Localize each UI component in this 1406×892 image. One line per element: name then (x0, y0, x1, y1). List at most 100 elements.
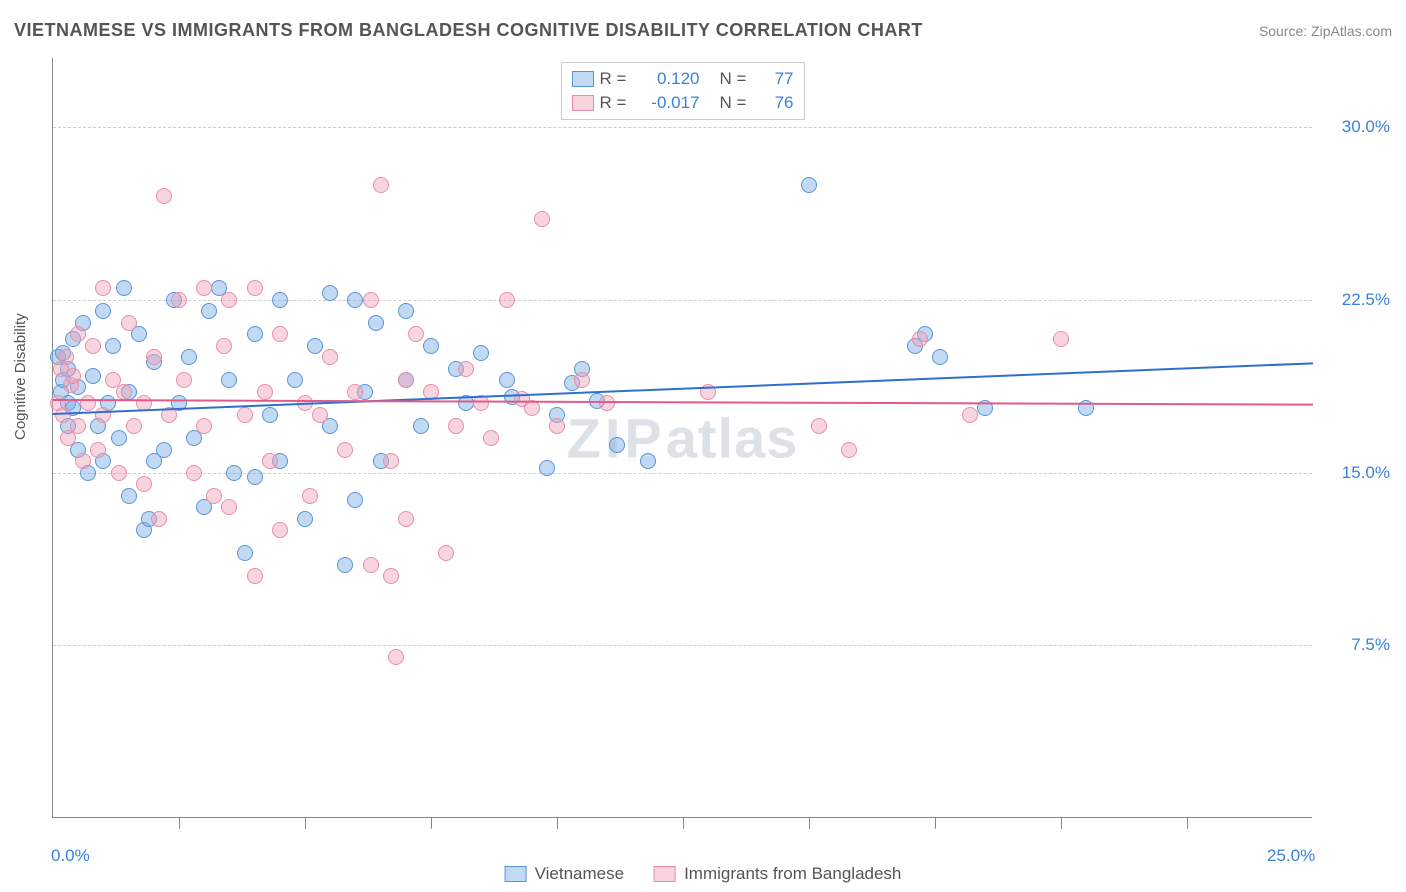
y-tick-label: 15.0% (1342, 463, 1390, 483)
y-tick-label: 30.0% (1342, 117, 1390, 137)
data-point (499, 292, 515, 308)
data-point (176, 372, 192, 388)
data-point (398, 303, 414, 319)
legend-row: R =0.120N =77 (572, 67, 794, 91)
x-tick (683, 817, 684, 829)
data-point (841, 442, 857, 458)
data-point (247, 326, 263, 342)
data-point (111, 430, 127, 446)
data-point (221, 372, 237, 388)
data-point (121, 315, 137, 331)
data-point (196, 418, 212, 434)
x-tick (431, 817, 432, 829)
data-point (116, 384, 132, 400)
data-point (221, 292, 237, 308)
data-point (95, 280, 111, 296)
legend-swatch (505, 866, 527, 882)
x-tick (1187, 817, 1188, 829)
data-point (413, 418, 429, 434)
data-point (368, 315, 384, 331)
data-point (55, 407, 71, 423)
source-prefix: Source: (1259, 23, 1311, 39)
series-legend: Vietnamese Immigrants from Bangladesh (505, 864, 902, 884)
data-point (95, 303, 111, 319)
data-point (363, 557, 379, 573)
data-point (85, 338, 101, 354)
data-point (448, 418, 464, 434)
data-point (499, 372, 515, 388)
data-point (262, 407, 278, 423)
data-point (65, 368, 81, 384)
correlation-legend: R =0.120N =77R =-0.017N =76 (561, 62, 805, 120)
data-point (206, 488, 222, 504)
data-point (383, 453, 399, 469)
x-tick (1061, 817, 1062, 829)
data-point (363, 292, 379, 308)
data-point (105, 338, 121, 354)
watermark: ZIPatlas (567, 405, 799, 470)
y-tick-label: 7.5% (1351, 635, 1390, 655)
gridline (53, 645, 1312, 646)
y-axis-label: Cognitive Disability (12, 313, 29, 440)
data-point (136, 476, 152, 492)
x-tick (557, 817, 558, 829)
scatter-chart: ZIPatlas R =0.120N =77R =-0.017N =76 7.5… (52, 58, 1312, 818)
data-point (116, 280, 132, 296)
data-point (373, 177, 389, 193)
x-tick-label: 25.0% (1267, 846, 1315, 866)
data-point (80, 395, 96, 411)
data-point (85, 368, 101, 384)
data-point (801, 177, 817, 193)
data-point (307, 338, 323, 354)
data-point (539, 460, 555, 476)
chart-source: Source: ZipAtlas.com (1259, 23, 1392, 39)
data-point (408, 326, 424, 342)
data-point (70, 326, 86, 342)
legend-n-value: 77 (760, 69, 794, 89)
legend-series-name: Vietnamese (535, 864, 624, 884)
data-point (549, 418, 565, 434)
legend-n-value: 76 (760, 93, 794, 113)
data-point (247, 568, 263, 584)
y-tick-label: 22.5% (1342, 290, 1390, 310)
data-point (811, 418, 827, 434)
legend-item: Immigrants from Bangladesh (654, 864, 901, 884)
data-point (423, 338, 439, 354)
data-point (171, 292, 187, 308)
data-point (247, 280, 263, 296)
data-point (257, 384, 273, 400)
data-point (75, 453, 91, 469)
legend-swatch (572, 71, 594, 87)
data-point (196, 280, 212, 296)
data-point (151, 511, 167, 527)
x-tick (935, 817, 936, 829)
data-point (90, 442, 106, 458)
legend-n-label: N = (720, 93, 754, 113)
data-point (383, 568, 399, 584)
x-tick (305, 817, 306, 829)
data-point (483, 430, 499, 446)
x-tick (809, 817, 810, 829)
data-point (337, 557, 353, 573)
data-point (347, 292, 363, 308)
data-point (201, 303, 217, 319)
legend-r-value: -0.017 (640, 93, 700, 113)
chart-header: VIETNAMESE VS IMMIGRANTS FROM BANGLADESH… (14, 20, 1392, 41)
data-point (287, 372, 303, 388)
data-point (322, 285, 338, 301)
x-tick-label: 0.0% (51, 846, 90, 866)
data-point (398, 372, 414, 388)
data-point (237, 545, 253, 561)
data-point (221, 499, 237, 515)
data-point (247, 469, 263, 485)
legend-swatch (572, 95, 594, 111)
legend-r-value: 0.120 (640, 69, 700, 89)
data-point (932, 349, 948, 365)
data-point (146, 349, 162, 365)
data-point (237, 407, 253, 423)
data-point (312, 407, 328, 423)
data-point (216, 338, 232, 354)
data-point (58, 349, 74, 365)
data-point (388, 649, 404, 665)
data-point (186, 465, 202, 481)
